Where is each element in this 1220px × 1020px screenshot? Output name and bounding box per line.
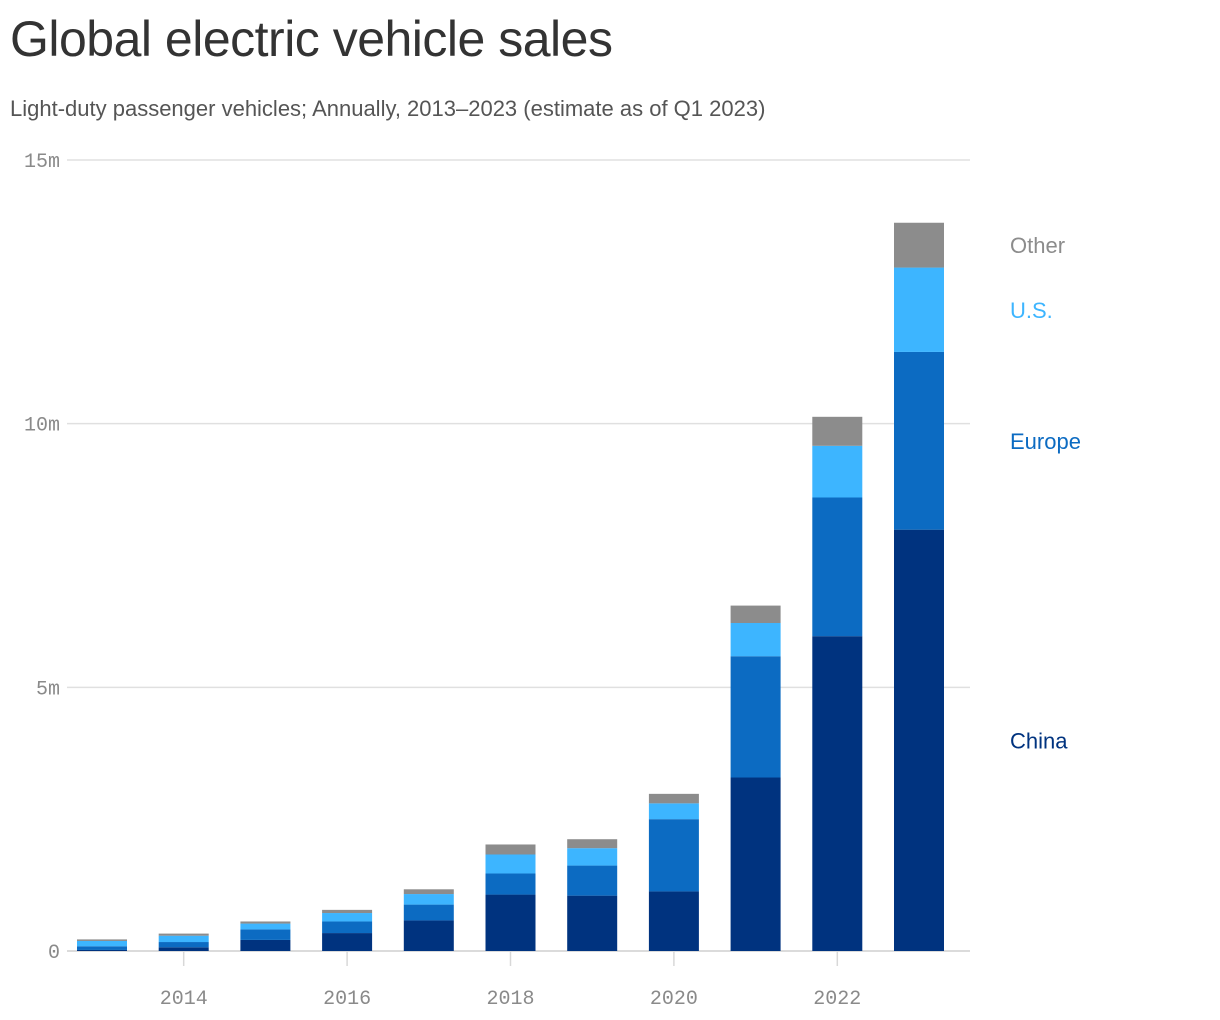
bar-segment-china: [77, 949, 127, 951]
bar-segment-other: [730, 605, 781, 623]
bar-segment-europe: [485, 873, 536, 895]
bar-segment-china: [812, 636, 863, 951]
bar-segment-china: [485, 894, 536, 951]
bar-segment-u-s: [567, 848, 618, 866]
bar-segment-u-s: [812, 445, 863, 498]
bar-segment-europe: [894, 351, 944, 530]
bar-segment-europe: [648, 819, 699, 892]
legend-label-u-s: U.S.: [1010, 298, 1053, 323]
bar-segment-europe: [240, 929, 291, 940]
legend-label-europe: Europe: [1010, 429, 1081, 454]
bar-segment-u-s: [485, 854, 536, 874]
bar-segment-europe: [567, 865, 618, 896]
bar-segment-other: [812, 416, 863, 446]
x-tick-label: 2014: [160, 988, 208, 1011]
bar-segment-other: [240, 921, 291, 924]
bar-segment-u-s: [77, 940, 127, 947]
bar-segment-china: [730, 777, 781, 951]
bar-segment-other: [158, 933, 209, 936]
bar-segment-other: [322, 909, 373, 914]
bar-segment-europe: [403, 904, 454, 921]
bar-segment-u-s: [730, 622, 781, 657]
bar-segment-china: [403, 920, 454, 951]
x-tick-label: 2020: [650, 988, 698, 1011]
bar-segment-china: [322, 933, 373, 951]
bar-segment-u-s: [648, 803, 699, 820]
y-tick-label: 5m: [36, 678, 60, 701]
chart-title: Global electric vehicle sales: [10, 11, 613, 67]
bar-segment-china: [240, 939, 291, 951]
chart-subtitle: Light-duty passenger vehicles; Annually,…: [10, 96, 766, 121]
bar-segment-europe: [322, 921, 373, 934]
bar-segment-europe: [77, 946, 127, 950]
bar-segment-other: [894, 222, 944, 268]
y-tick-label: 15m: [24, 151, 60, 174]
bar-segment-china: [567, 895, 618, 951]
x-tick-label: 2016: [323, 988, 371, 1011]
bar-segment-europe: [730, 656, 781, 778]
y-tick-label: 10m: [24, 415, 60, 438]
bar-segment-china: [648, 891, 699, 951]
bar-segment-other: [403, 889, 454, 895]
bar-segment-europe: [158, 942, 209, 948]
bar-segment-u-s: [403, 894, 454, 905]
x-tick-label: 2022: [813, 988, 861, 1011]
legend-label-other: Other: [1010, 233, 1065, 258]
bar-segment-europe: [812, 497, 863, 637]
bar-segment-u-s: [240, 923, 291, 930]
legend-label-china: China: [1010, 728, 1068, 753]
bar-segment-china: [158, 947, 209, 951]
bar-segment-other: [77, 939, 127, 941]
bar-segment-u-s: [894, 267, 944, 352]
bar-segment-u-s: [322, 913, 373, 922]
bar-segment-china: [894, 529, 944, 951]
bar-segment-other: [485, 844, 536, 855]
x-tick-label: 2018: [486, 988, 534, 1011]
bar-segment-other: [648, 793, 699, 804]
bar-segment-other: [567, 839, 618, 849]
y-tick-label: 0: [48, 942, 60, 965]
bar-segment-u-s: [158, 935, 209, 943]
